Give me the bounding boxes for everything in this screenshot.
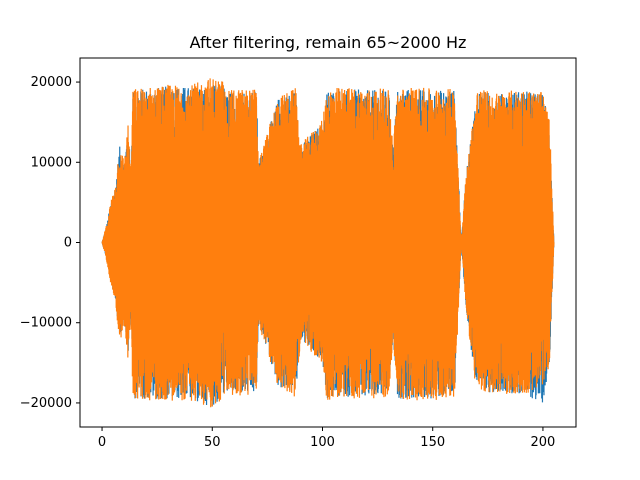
y-tick-label: 0 bbox=[64, 236, 72, 251]
axes-frame bbox=[79, 57, 577, 428]
x-tick-label: 0 bbox=[98, 435, 106, 450]
y-tick-label: 10000 bbox=[31, 155, 72, 170]
chart-title: After filtering, remain 65~2000 Hz bbox=[190, 33, 467, 52]
x-axis: 0 50 100 150 200 bbox=[98, 427, 555, 450]
y-tick-label: 20000 bbox=[31, 75, 72, 90]
y-tick-label: −20000 bbox=[20, 396, 72, 411]
x-tick-label: 100 bbox=[310, 435, 335, 450]
series-line-2 bbox=[101, 78, 555, 408]
x-tick-label: 50 bbox=[204, 435, 221, 450]
y-axis: −20000 −10000 0 10000 20000 bbox=[20, 75, 80, 411]
y-tick-label: −10000 bbox=[20, 316, 72, 331]
x-tick-label: 150 bbox=[420, 435, 445, 450]
x-tick-label: 200 bbox=[531, 435, 556, 450]
plot-area bbox=[101, 78, 555, 408]
